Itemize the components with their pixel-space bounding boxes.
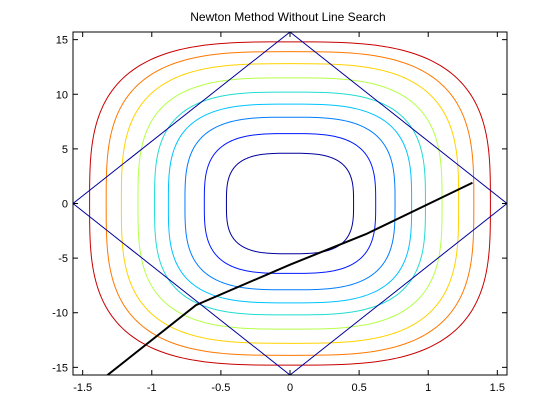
y-tick-label: 0 — [62, 199, 68, 211]
axis-ticks — [73, 32, 507, 375]
contour-line-4 — [167, 103, 413, 304]
chart-title: Newton Method Without Line Search — [190, 10, 385, 24]
x-tick-label: 1.5 — [490, 382, 505, 394]
y-tick-label: 15 — [56, 35, 68, 47]
x-tick-label: 0 — [287, 382, 293, 394]
plot-content — [73, 32, 507, 375]
y-tick-label: -15 — [52, 362, 68, 374]
contour-line-9 — [89, 41, 491, 366]
y-tick-label: 5 — [62, 144, 68, 156]
x-tick-label: -1.5 — [73, 382, 92, 394]
x-tick-label: -0.5 — [211, 382, 230, 394]
x-tick-label: 0.5 — [351, 382, 366, 394]
contour-line-3 — [184, 116, 396, 291]
axis-tick-labels: -1.5 -1 -0.5 0 0.5 1 1.5 -15 -10 -5 0 5 10 15 — [52, 35, 505, 394]
newton-path — [105, 181, 473, 375]
y-tick-label: -5 — [58, 253, 68, 265]
contour-line-7 — [120, 63, 460, 344]
x-tick-label: 1 — [425, 382, 431, 394]
y-tick-label: -10 — [52, 308, 68, 320]
contour-line-2 — [203, 133, 377, 274]
y-tick-label: 10 — [56, 89, 68, 101]
contour-line-1 — [225, 152, 355, 255]
x-tick-label: -1 — [147, 382, 157, 394]
diamond-boundary — [73, 32, 507, 375]
contour-line-8 — [105, 51, 475, 356]
contour-line-6 — [137, 77, 443, 330]
